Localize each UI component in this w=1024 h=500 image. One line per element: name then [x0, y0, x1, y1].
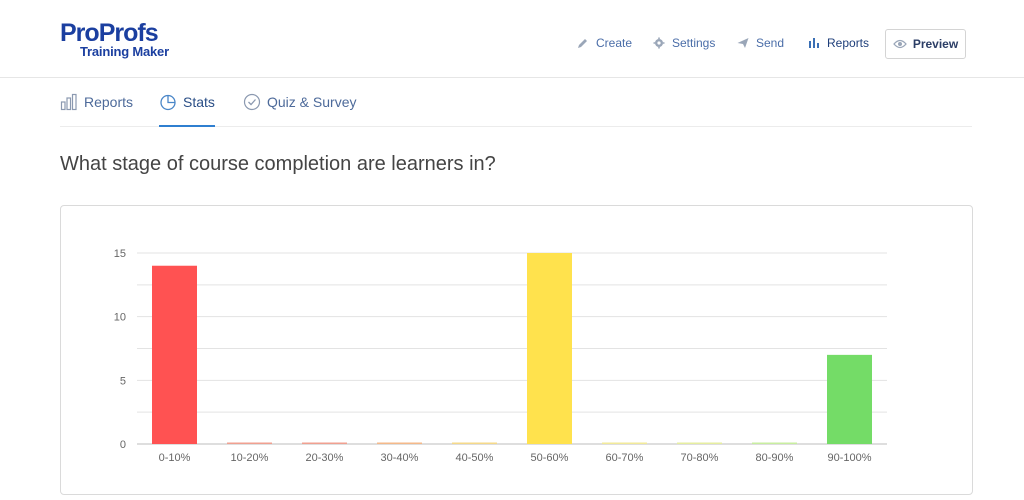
- y-tick-label: 15: [114, 248, 126, 260]
- bar-50-60%[interactable]: [527, 253, 572, 444]
- y-tick-label: 5: [120, 375, 126, 387]
- chart-gridlines: [137, 252, 887, 445]
- nav-reports-label: Reports: [827, 36, 870, 50]
- tab-quiz-survey[interactable]: Quiz & Survey: [243, 93, 357, 126]
- nav-send-label: Send: [756, 36, 785, 50]
- y-tick-label: 0: [120, 439, 126, 451]
- bar-0-10%[interactable]: [152, 265, 197, 444]
- y-axis-ticks: 0 5 10 15: [114, 248, 126, 451]
- bar-20-30%[interactable]: [302, 442, 347, 445]
- eye-icon: [892, 39, 907, 49]
- bar-30-40%[interactable]: [377, 442, 422, 445]
- report-tabs: Reports Stats Quiz & Survey: [60, 90, 972, 127]
- x-tick-label: 20-30%: [306, 452, 344, 464]
- pie-chart-icon: [160, 94, 176, 111]
- tab-reports-label: Reports: [84, 94, 134, 110]
- x-axis-ticks: 0-10% 10-20% 20-30% 30-40% 40-50% 50-60% 60-70…: [159, 452, 872, 464]
- completion-bar-chart: 0 5 10 15 0-10% 10-20% 20-30% 30-40% 40-50% 50-6…: [114, 248, 887, 464]
- nav-send[interactable]: Send: [737, 36, 784, 50]
- logo-product-name: Training Maker: [80, 44, 169, 59]
- bar-80-90%[interactable]: [752, 442, 797, 445]
- check-circle-icon: [243, 93, 261, 111]
- preview-button[interactable]: Preview: [885, 29, 966, 59]
- x-tick-label: 0-10%: [159, 452, 191, 464]
- bar-chart-icon: [60, 93, 77, 111]
- y-tick-label: 10: [114, 312, 126, 324]
- x-tick-label: 50-60%: [531, 452, 569, 464]
- nav-create[interactable]: Create: [577, 36, 632, 50]
- nav-settings-label: Settings: [672, 36, 716, 50]
- bar-60-70%[interactable]: [602, 442, 647, 445]
- x-tick-label: 70-80%: [681, 452, 719, 464]
- preview-label: Preview: [912, 37, 959, 51]
- proprofs-logo[interactable]: ProProfs Training Maker: [60, 20, 190, 64]
- nav-reports[interactable]: Reports: [808, 36, 869, 50]
- nav-settings[interactable]: Settings: [653, 36, 715, 50]
- x-tick-label: 40-50%: [456, 452, 494, 464]
- bar-90-100%[interactable]: [827, 354, 872, 444]
- logo-wordmark: ProProfs: [60, 19, 159, 47]
- bar-40-50%[interactable]: [452, 442, 497, 445]
- bar-chart-icon: [809, 38, 819, 48]
- nav-create-label: Create: [596, 36, 633, 50]
- question-title: What stage of course completion are lear…: [60, 153, 496, 175]
- x-tick-label: 30-40%: [381, 452, 419, 464]
- pencil-icon: [578, 39, 587, 48]
- top-bar: ProProfs Training Maker Create Settings …: [0, 0, 1024, 78]
- x-tick-label: 90-100%: [827, 452, 871, 464]
- x-tick-label: 60-70%: [606, 452, 644, 464]
- tab-quiz-survey-label: Quiz & Survey: [267, 94, 357, 110]
- x-tick-label: 80-90%: [756, 452, 794, 464]
- tab-reports[interactable]: Reports: [60, 93, 134, 126]
- bar-70-80%[interactable]: [677, 442, 722, 445]
- bar-10-20%[interactable]: [227, 442, 272, 445]
- paper-plane-icon: [737, 38, 749, 48]
- x-tick-label: 10-20%: [231, 452, 269, 464]
- tab-stats[interactable]: Stats: [159, 94, 215, 127]
- chart-bars: [152, 253, 872, 444]
- tab-stats-label: Stats: [183, 94, 215, 110]
- gear-icon: [653, 37, 665, 49]
